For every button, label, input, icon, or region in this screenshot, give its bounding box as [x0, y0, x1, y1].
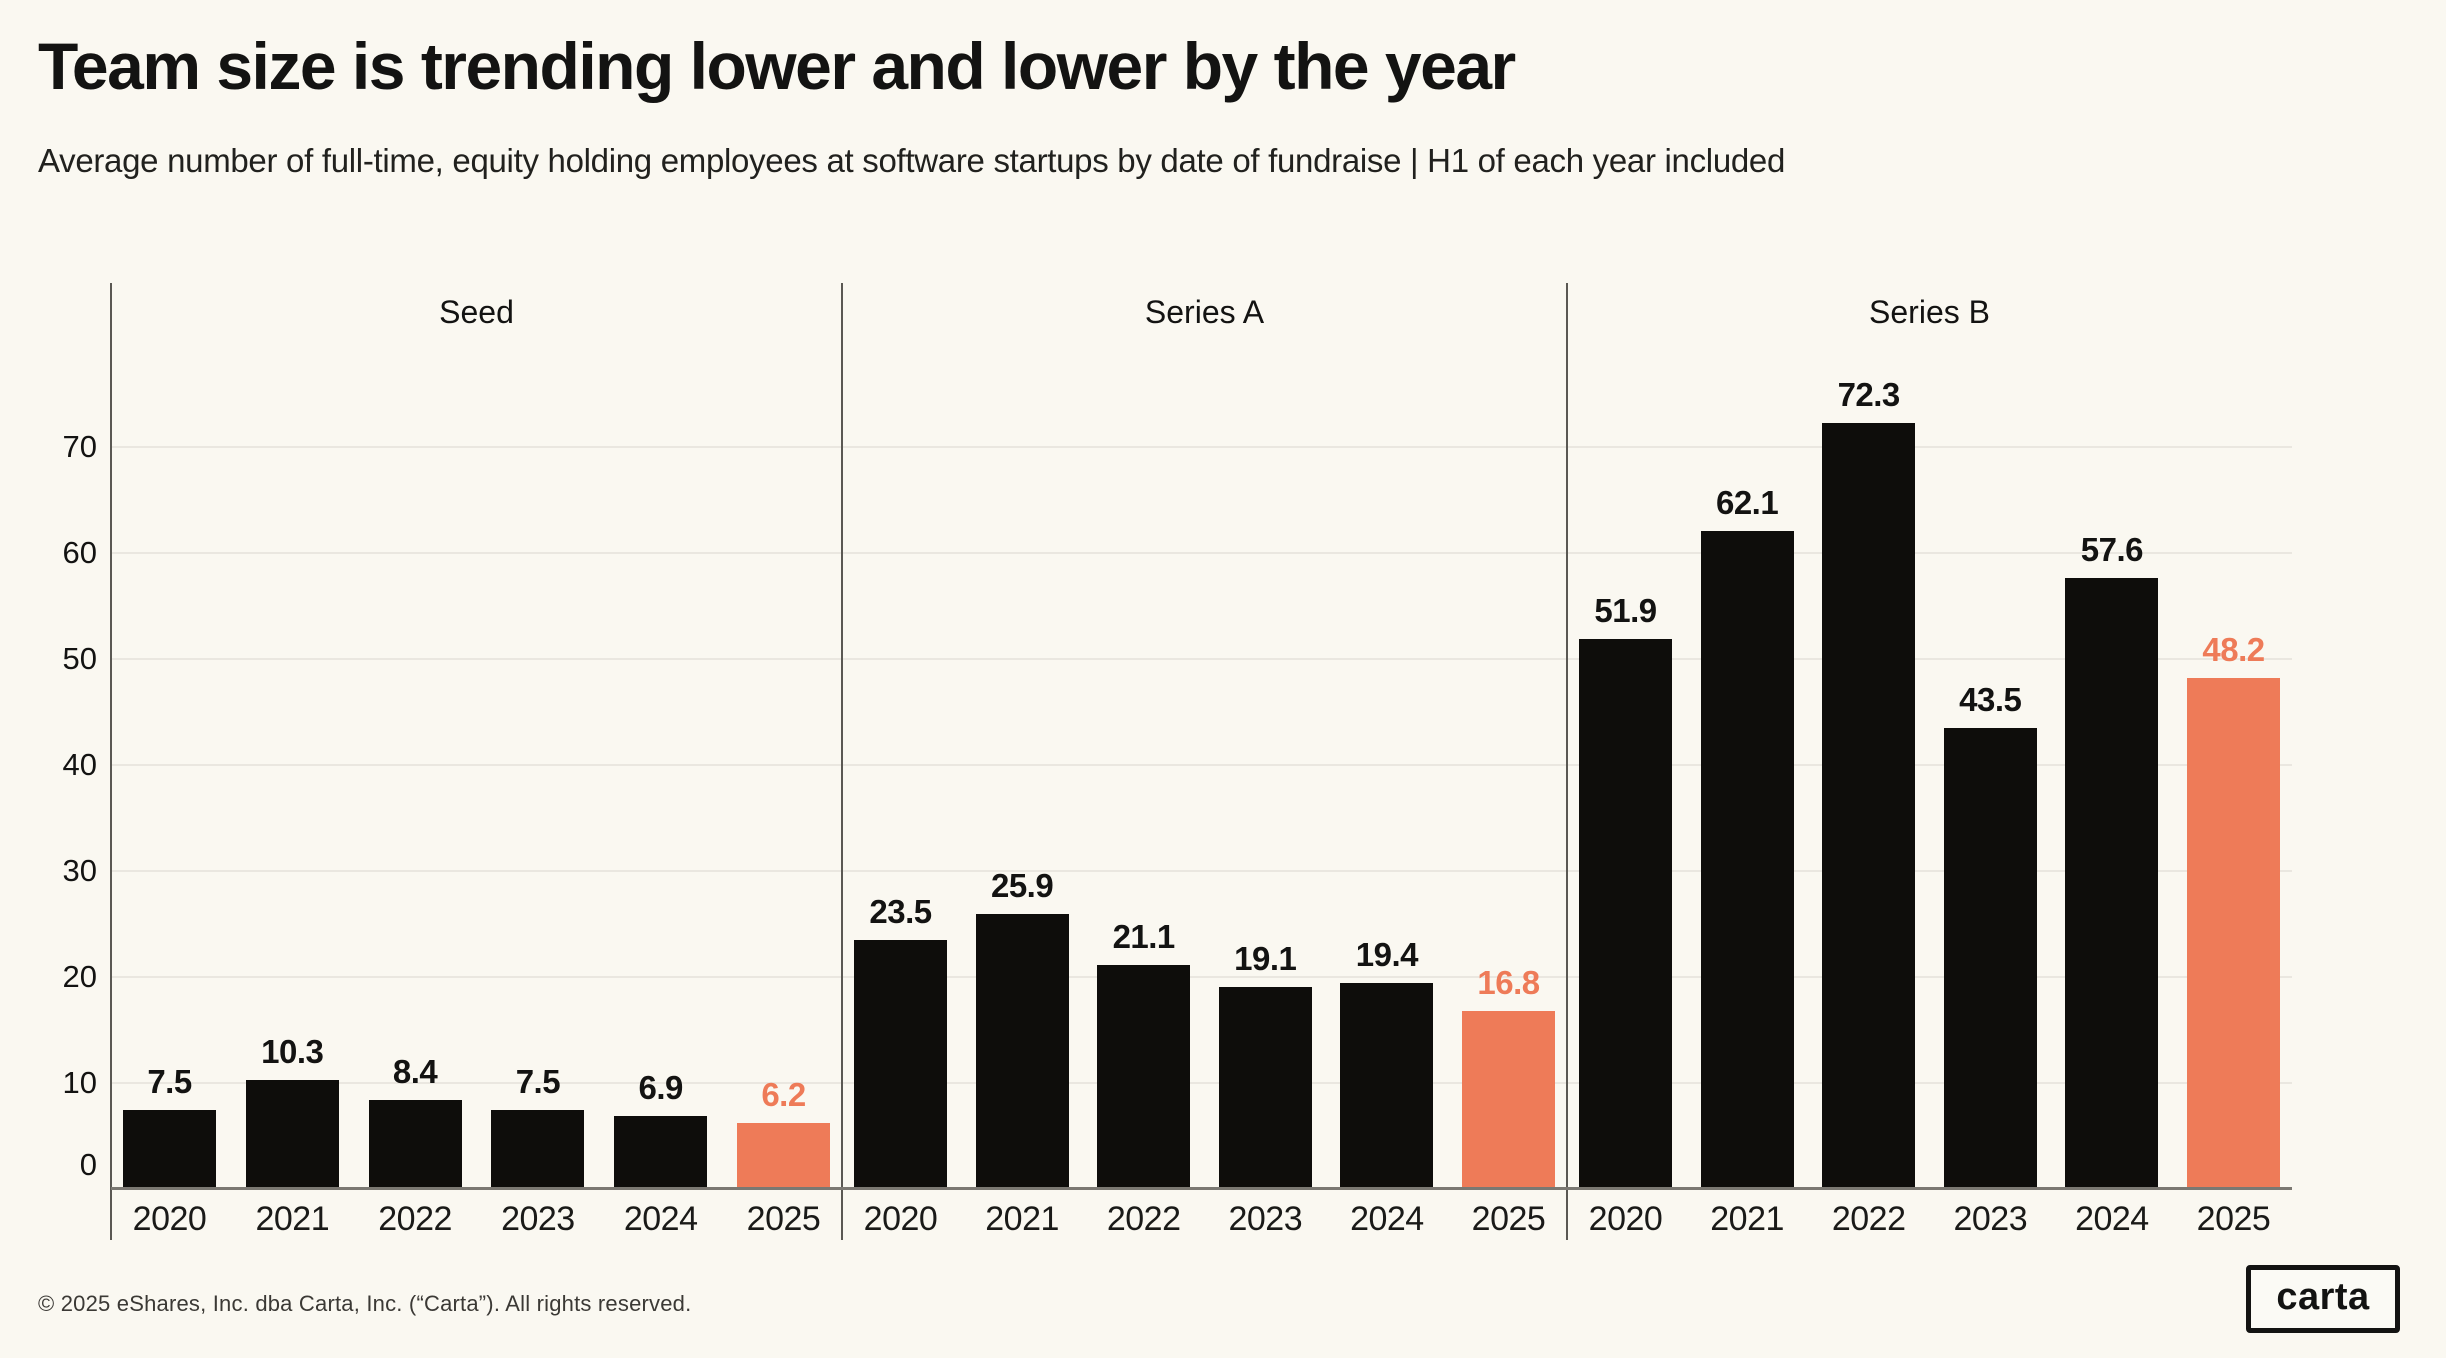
bar-series-a-2022 — [1097, 965, 1191, 1189]
x-tick-label-series-b-2020: 2020 — [1588, 1200, 1663, 1238]
carta-logo-text: carta — [2276, 1276, 2370, 1318]
chart-title: Team size is trending lower and lower by… — [38, 29, 1516, 103]
y-tick-label-70: 70 — [62, 429, 97, 464]
gridline-10 — [111, 1082, 2292, 1084]
bar-value-label-series-a-2025: 16.8 — [1477, 963, 1540, 1001]
bar-value-label-seed-2023: 7.5 — [515, 1062, 561, 1100]
bar-series-a-2025 — [1462, 1010, 1555, 1189]
panel-separator-1 — [841, 283, 843, 1240]
x-tick-label-seed-2025: 2025 — [746, 1200, 821, 1238]
carta-logo: carta — [2246, 1265, 2400, 1333]
bar-series-b-2022 — [1822, 422, 1916, 1189]
gridline-70 — [111, 446, 2292, 448]
gridline-30 — [111, 870, 2292, 872]
panel-title-seed: Seed — [439, 294, 514, 330]
x-tick-label-series-b-2023: 2023 — [1953, 1200, 2028, 1238]
x-tick-label-seed-2020: 2020 — [132, 1200, 207, 1238]
x-tick-label-series-a-2024: 2024 — [1350, 1200, 1424, 1238]
bar-value-label-series-b-2025: 48.2 — [2202, 631, 2265, 669]
y-tick-label-50: 50 — [62, 641, 97, 676]
bar-seed-2021 — [245, 1079, 339, 1189]
x-tick-label-seed-2021: 2021 — [255, 1200, 330, 1238]
bar-series-a-2021 — [975, 914, 1069, 1189]
x-tick-label-series-a-2023: 2023 — [1228, 1200, 1303, 1238]
bar-value-label-seed-2022: 8.4 — [392, 1052, 438, 1090]
bar-value-label-seed-2024: 6.9 — [638, 1068, 684, 1106]
bar-value-label-series-b-2023: 43.5 — [1959, 680, 2022, 718]
y-tick-label-10: 10 — [62, 1065, 97, 1100]
copyright-text: © 2025 eShares, Inc. dba Carta, Inc. (“C… — [38, 1291, 692, 1316]
bar-series-b-2024 — [2065, 578, 2159, 1189]
bar-value-label-series-a-2024: 19.4 — [1355, 936, 1419, 974]
bar-series-a-2020 — [854, 939, 947, 1189]
y-tick-label-40: 40 — [62, 747, 97, 782]
x-tick-label-seed-2023: 2023 — [501, 1200, 575, 1238]
x-tick-label-series-a-2025: 2025 — [1471, 1200, 1546, 1238]
bar-series-b-2021 — [1700, 530, 1794, 1189]
bar-value-label-seed-2021: 10.3 — [261, 1032, 324, 1070]
bar-value-label-series-a-2020: 23.5 — [869, 892, 932, 930]
gridline-40 — [111, 764, 2292, 766]
y-tick-label-20: 20 — [62, 959, 97, 994]
panel-separator-2 — [1566, 283, 1568, 1240]
x-tick-label-series-a-2020: 2020 — [863, 1200, 938, 1238]
gridline-60 — [111, 552, 2292, 554]
bar-value-label-seed-2025: 6.2 — [761, 1076, 806, 1114]
bar-series-b-2023 — [1943, 727, 2037, 1189]
bar-series-b-2020 — [1579, 638, 1672, 1189]
panel-title-series-a: Series A — [1144, 294, 1265, 330]
bar-series-a-2023 — [1218, 986, 1312, 1189]
bar-value-label-series-a-2023: 19.1 — [1234, 939, 1297, 977]
x-tick-label-seed-2024: 2024 — [623, 1200, 698, 1238]
y-tick-label-60: 60 — [62, 535, 97, 570]
x-tick-label-seed-2022: 2022 — [378, 1200, 452, 1238]
bar-series-a-2024 — [1340, 983, 1434, 1189]
y-axis-line — [110, 283, 112, 1240]
bar-seed-2020 — [123, 1109, 216, 1189]
bar-value-label-seed-2020: 7.5 — [147, 1062, 192, 1100]
panel-title-series-b: Series B — [1869, 294, 1990, 330]
x-axis-line — [111, 1187, 2292, 1190]
bar-value-label-series-b-2021: 62.1 — [1715, 483, 1779, 521]
y-tick-label-30: 30 — [62, 853, 97, 888]
bar-value-label-series-b-2022: 72.3 — [1837, 375, 1901, 413]
x-tick-label-series-a-2022: 2022 — [1106, 1200, 1181, 1238]
x-tick-label-series-a-2021: 2021 — [985, 1200, 1059, 1238]
gridline-50 — [111, 658, 2292, 660]
gridline-20 — [111, 976, 2292, 978]
bar-value-label-series-b-2020: 51.9 — [1594, 591, 1657, 629]
bar-value-label-series-a-2022: 21.1 — [1112, 918, 1176, 956]
bar-seed-2022 — [368, 1099, 462, 1189]
bar-value-label-series-a-2021: 25.9 — [990, 867, 1054, 905]
bar-seed-2025 — [737, 1123, 830, 1189]
x-tick-label-series-b-2024: 2024 — [2075, 1200, 2149, 1238]
bar-seed-2023 — [491, 1109, 585, 1189]
y-tick-label-0: 0 — [79, 1147, 97, 1182]
x-tick-label-series-b-2021: 2021 — [1710, 1200, 1784, 1238]
bar-value-label-series-b-2024: 57.6 — [2080, 531, 2144, 569]
bar-seed-2024 — [614, 1115, 708, 1189]
x-tick-label-series-b-2022: 2022 — [1831, 1200, 1906, 1238]
x-tick-label-series-b-2025: 2025 — [2196, 1200, 2271, 1238]
bar-series-b-2025 — [2187, 678, 2280, 1189]
chart-subtitle: Average number of full-time, equity hold… — [38, 142, 1786, 179]
